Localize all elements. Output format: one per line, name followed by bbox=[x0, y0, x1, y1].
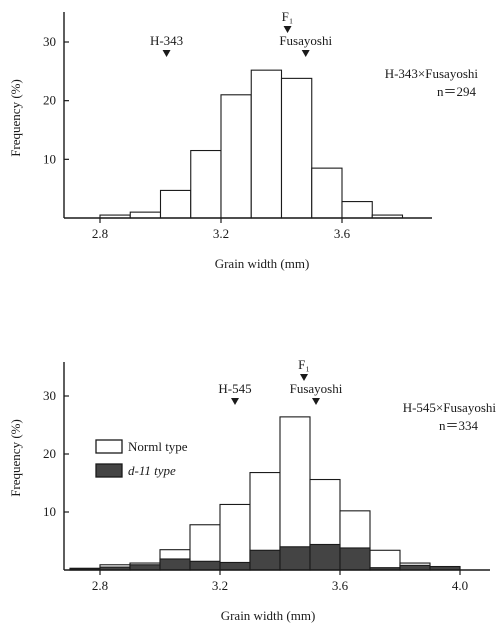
y-ticks: 10 20 30 bbox=[43, 34, 69, 166]
marker-triangle bbox=[162, 50, 171, 57]
marker-triangle bbox=[231, 398, 239, 405]
x-tick-label: 3.6 bbox=[334, 226, 351, 241]
y-tick-label: 20 bbox=[43, 93, 56, 108]
marker-label: Fusayoshi bbox=[290, 381, 343, 396]
histogram-bar bbox=[279, 546, 311, 571]
x-ticks: 2.8 3.2 3.6 4.0 bbox=[92, 570, 468, 593]
x-tick-label: 3.2 bbox=[213, 226, 229, 241]
cross-label: H-545×Fusayoshi bbox=[403, 400, 497, 415]
marker-label: F₁ bbox=[282, 9, 294, 24]
x-tick-label: 3.6 bbox=[332, 578, 349, 593]
legend-label-d11: d-11 type bbox=[128, 463, 176, 478]
histogram-bar bbox=[129, 564, 161, 571]
histogram-bar bbox=[311, 167, 343, 219]
histogram-bar bbox=[219, 503, 251, 571]
marker-triangle bbox=[300, 374, 308, 381]
legend-swatch-d11 bbox=[95, 463, 123, 478]
parent-markers: H-343 F₁ Fusayoshi bbox=[150, 9, 332, 57]
y-tick-label: 10 bbox=[43, 504, 56, 519]
y-tick-label: 30 bbox=[43, 388, 56, 403]
sample-size-label: n＝334 bbox=[439, 418, 479, 433]
legend-label-norml: Norml type bbox=[128, 439, 188, 454]
y-ticks: 10 20 30 bbox=[43, 388, 69, 519]
histogram-bar bbox=[280, 77, 313, 219]
panel-top: 2.8 3.2 3.6 10 20 30 H-343 F₁ Fusayoshi Freque… bbox=[8, 9, 478, 271]
histogram-bar bbox=[220, 94, 252, 219]
histogram-bar bbox=[309, 543, 341, 571]
cross-label: H-343×Fusayoshi bbox=[385, 66, 479, 81]
histogram-bar bbox=[129, 211, 162, 219]
histogram-bar bbox=[219, 561, 251, 571]
histogram-bar bbox=[159, 558, 191, 571]
histogram-bar bbox=[249, 549, 281, 571]
histogram-bar bbox=[159, 189, 192, 219]
histogram-bar bbox=[341, 201, 373, 219]
marker-triangle bbox=[312, 398, 320, 405]
histogram-bar bbox=[369, 549, 401, 571]
marker-label: F₁ bbox=[298, 357, 310, 372]
x-axis-title: Grain width (mm) bbox=[221, 608, 316, 623]
parent-markers: H-545 F₁ Fusayoshi bbox=[218, 357, 343, 405]
panel-bottom: 2.8 3.2 3.6 4.0 10 20 30 H-545 F₁ Fusayoshi Fre… bbox=[8, 357, 496, 623]
y-tick-label: 10 bbox=[43, 151, 56, 166]
x-ticks: 2.8 3.2 3.6 bbox=[92, 218, 351, 241]
x-tick-label: 4.0 bbox=[452, 578, 468, 593]
marker-triangle bbox=[301, 50, 310, 57]
y-tick-label: 20 bbox=[43, 446, 56, 461]
marker-triangle bbox=[283, 26, 292, 33]
x-axis-title: Grain width (mm) bbox=[215, 256, 310, 271]
histogram-bar bbox=[250, 69, 283, 219]
x-tick-label: 3.2 bbox=[212, 578, 228, 593]
histogram-bars-d11 bbox=[69, 543, 461, 571]
histogram-bar bbox=[339, 547, 371, 571]
marker-label: H-545 bbox=[218, 381, 251, 396]
y-axis-title: Frequency (%) bbox=[8, 419, 23, 497]
x-tick-label: 2.8 bbox=[92, 226, 108, 241]
y-tick-label: 30 bbox=[43, 34, 56, 49]
legend-swatch-norml bbox=[95, 439, 123, 454]
sample-size-label: n＝294 bbox=[437, 84, 477, 99]
marker-label: H-343 bbox=[150, 33, 183, 48]
y-axis-title: Frequency (%) bbox=[8, 79, 23, 157]
legend: Norml type d-11 type bbox=[95, 439, 188, 478]
x-tick-label: 2.8 bbox=[92, 578, 108, 593]
histogram-bar bbox=[190, 149, 222, 219]
histogram-bar bbox=[189, 560, 221, 571]
histogram-bars bbox=[99, 69, 404, 219]
marker-label: Fusayoshi bbox=[279, 33, 332, 48]
